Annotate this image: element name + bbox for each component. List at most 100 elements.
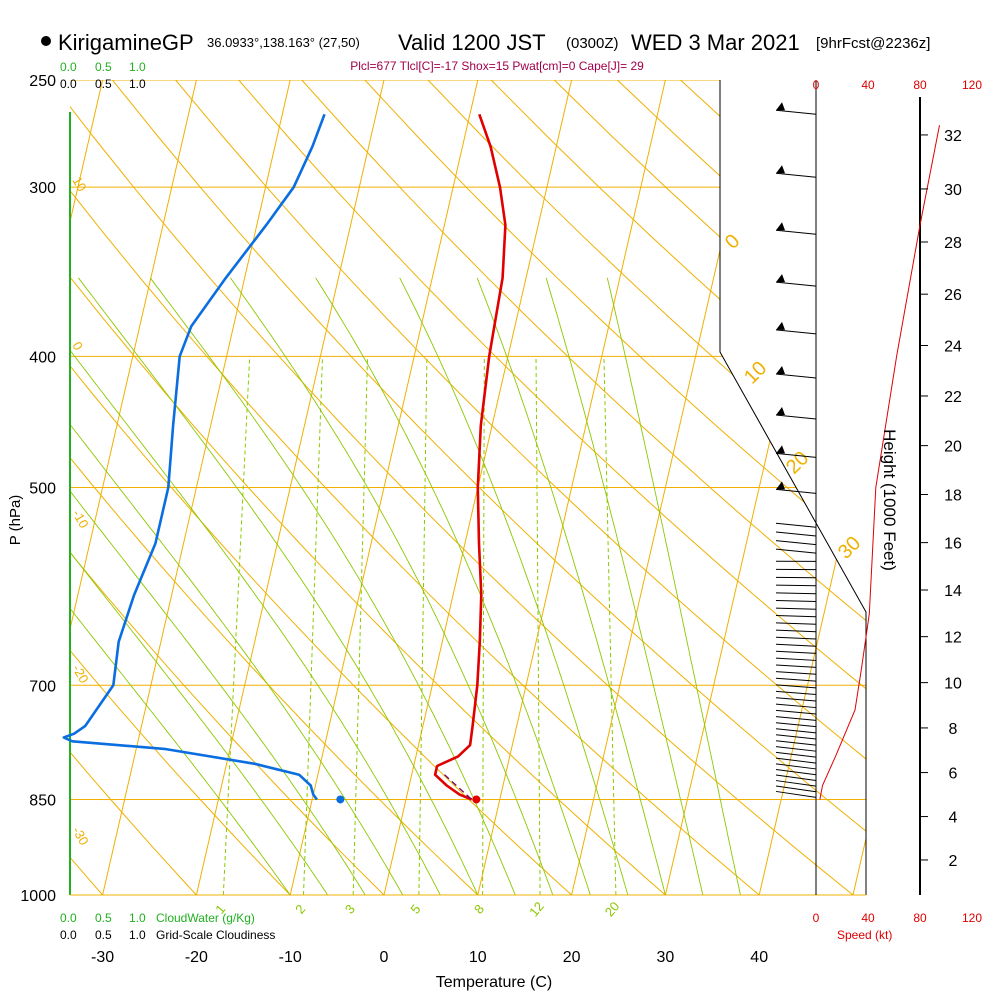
dry-adiabat-line bbox=[112, 80, 866, 895]
wind-barb-icon bbox=[775, 452, 817, 458]
wind-barb-icon bbox=[775, 614, 817, 618]
wind-barb-icon bbox=[775, 763, 817, 770]
valid-zulu: (0300Z) bbox=[566, 35, 619, 52]
isotherm-label: 0 bbox=[69, 339, 86, 353]
wind-barb-icon bbox=[775, 780, 817, 787]
wind-barb-icon bbox=[775, 548, 817, 554]
isotherm-label: -20 bbox=[69, 662, 91, 686]
wind-barb-icon bbox=[775, 716, 817, 721]
pressure-tick-label: 850 bbox=[29, 792, 56, 809]
top-cloudwater-tick: 1.0 bbox=[129, 60, 146, 74]
dry-adiabat-line bbox=[70, 80, 291, 895]
mixing-ratio-line bbox=[535, 356, 541, 895]
pressure-tick-label: 250 bbox=[29, 73, 56, 90]
speed-tick-label-top: 120 bbox=[962, 78, 982, 92]
wind-barb-icon bbox=[775, 584, 817, 587]
temperature-profile-line bbox=[433, 113, 507, 801]
dry-adiabat-line bbox=[364, 80, 866, 895]
wind-barb-icon bbox=[775, 522, 817, 528]
wind-barb-icon bbox=[775, 600, 817, 603]
surface-temperature-point bbox=[472, 795, 481, 804]
wind-barb-pennant-icon bbox=[776, 222, 785, 231]
wind-barb-icon bbox=[775, 728, 817, 734]
wind-barb-icon bbox=[775, 774, 817, 781]
moist-adiabat-line bbox=[70, 277, 329, 895]
wind-barb-pennant-icon bbox=[776, 406, 785, 415]
pressure-tick-label: 400 bbox=[29, 349, 56, 366]
temperature-tick-label: -30 bbox=[91, 949, 114, 966]
moist-adiabat-line bbox=[149, 277, 516, 895]
surface-dewpoint-point bbox=[336, 795, 345, 804]
mixing-ratio-label: 3 bbox=[342, 902, 358, 917]
moist-adiabat-line bbox=[70, 277, 441, 895]
valid-time: Valid 1200 JST bbox=[398, 30, 546, 55]
wind-barb-icon bbox=[775, 281, 817, 287]
mixing-ratio-label: 12 bbox=[526, 899, 547, 920]
isotherm-line bbox=[70, 80, 104, 895]
wind-barb-icon bbox=[775, 671, 817, 675]
height-tick-label: 28 bbox=[944, 235, 962, 252]
isotherm-line bbox=[289, 80, 479, 895]
top-cloudwater-tick: 0.5 bbox=[95, 60, 112, 74]
station-marker-icon bbox=[41, 36, 51, 46]
theta-label: 20 bbox=[782, 447, 813, 478]
height-tick-label: 8 bbox=[949, 721, 958, 738]
moist-adiabat-line bbox=[70, 277, 291, 895]
wind-barb-pennant-icon bbox=[776, 365, 785, 374]
wind-barb-icon bbox=[775, 229, 817, 235]
bottom-cloudiness-tick: 1.0 bbox=[129, 928, 146, 942]
height-axis-title: Height (1000 Feet) bbox=[880, 429, 899, 571]
speed-tick-label-bottom: 80 bbox=[913, 911, 927, 925]
wind-barb-icon bbox=[775, 650, 817, 654]
isotherm-line bbox=[102, 80, 291, 895]
wind-barb-icon bbox=[775, 757, 817, 764]
isotherm-line bbox=[70, 80, 197, 895]
moist-adiabat-line bbox=[399, 277, 629, 895]
wind-barb-icon bbox=[775, 722, 817, 728]
wind-barb-pennant-icon bbox=[776, 274, 785, 283]
mixing-ratio-label: 5 bbox=[407, 902, 423, 917]
dry-adiabat-line bbox=[70, 80, 479, 895]
height-tick-label: 26 bbox=[944, 287, 962, 304]
wind-barb-icon bbox=[775, 607, 817, 610]
pressure-tick-label: 700 bbox=[29, 678, 56, 695]
station-name: KirigamineGP bbox=[58, 30, 194, 55]
wind-barb-icon bbox=[775, 703, 817, 709]
pressure-tick-label: 300 bbox=[29, 180, 56, 197]
isotherm-label: -10 bbox=[69, 507, 91, 531]
valid-date: WED 3 Mar 2021 bbox=[631, 30, 800, 55]
moist-adiabat-line bbox=[78, 277, 479, 895]
bottom-cloudiness-tick: 0.5 bbox=[95, 928, 112, 942]
temperature-tick-label: 10 bbox=[469, 949, 487, 966]
wind-barb-pennant-icon bbox=[776, 165, 785, 174]
wind-barb-icon bbox=[775, 690, 817, 695]
height-tick-label: 18 bbox=[944, 488, 962, 505]
wind-barb-icon bbox=[775, 643, 817, 647]
height-tick-label: 22 bbox=[944, 389, 962, 406]
wind-barb-icon bbox=[775, 592, 817, 595]
top-cloudwater-tick: 0.0 bbox=[60, 60, 77, 74]
wind-barb-icon bbox=[775, 768, 817, 776]
wind-barb-icon bbox=[775, 697, 817, 702]
wind-barb-icon bbox=[775, 734, 817, 740]
wind-barb-icon bbox=[775, 677, 817, 682]
dry-adiabat-line bbox=[427, 80, 866, 895]
wind-barb-icon bbox=[775, 531, 817, 537]
grid-layer bbox=[70, 80, 866, 895]
bottom-cloudwater-label: CloudWater (g/Kg) bbox=[156, 911, 255, 925]
speed-axis-title: Speed (kt) bbox=[837, 928, 892, 942]
isotherm-label: 10 bbox=[69, 174, 89, 194]
dry-adiabat-line bbox=[806, 80, 866, 895]
wind-barb-icon bbox=[775, 629, 817, 633]
moist-adiabat-line bbox=[70, 277, 366, 895]
bottom-cloudiness-tick: 0.0 bbox=[60, 928, 77, 942]
wind-barb-icon bbox=[775, 622, 817, 625]
wind-barb-icon bbox=[775, 414, 817, 420]
wind-barb-icon bbox=[775, 636, 817, 640]
temperature-tick-label: -10 bbox=[279, 949, 302, 966]
height-tick-label: 12 bbox=[944, 630, 962, 647]
height-tick-label: 14 bbox=[944, 583, 962, 600]
pressure-tick-label: 1000 bbox=[20, 888, 56, 905]
